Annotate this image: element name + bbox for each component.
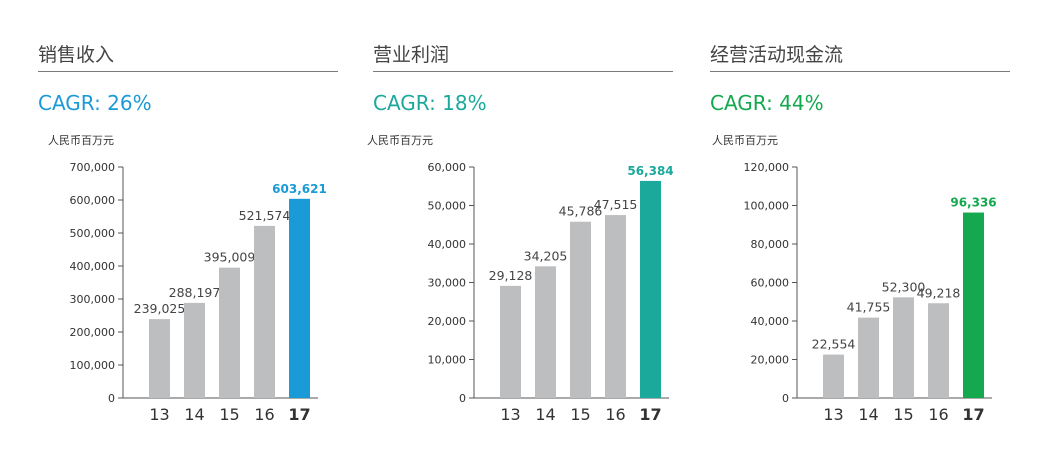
bar-13 [500, 285, 521, 398]
bar-14 [535, 266, 556, 398]
data-label: 52,300 [882, 279, 926, 294]
y-tick-label: 0 [782, 392, 789, 405]
revenue-bar-chart: 0 100,000 200,000 300,000 400,000 500,000 600,… [70, 161, 327, 424]
y-tick-label: 600,000 [70, 194, 116, 207]
y-tick-label: 300,000 [70, 293, 116, 306]
y-tick-label: 10,000 [428, 354, 467, 367]
operating-profit-panel: 营业利润 CAGR: 18% 人民币百万元 0 10,000 20,000 30,00… [367, 0, 674, 472]
x-tick-label: 13 [500, 405, 520, 424]
x-tick-label: 14 [535, 405, 555, 424]
y-tick-label: 0 [459, 392, 466, 405]
title-divider [710, 71, 1010, 72]
bar-17 [963, 212, 984, 398]
bar-13 [149, 319, 170, 398]
data-label: 41,755 [847, 300, 891, 315]
x-tick-label: 16 [605, 405, 625, 424]
y-tick-label: 500,000 [70, 227, 116, 240]
data-label: 603,621 [272, 182, 327, 196]
y-tick-label: 20,000 [428, 315, 467, 328]
y-tick-label: 120,000 [744, 161, 790, 174]
panel-title: 经营活动现金流 [710, 44, 844, 66]
x-tick-label: 16 [254, 405, 274, 424]
x-tick-label: 13 [149, 405, 169, 424]
cagr-label: CAGR: 18% [373, 91, 487, 115]
data-label: 96,336 [950, 196, 996, 210]
y-tick-label: 40,000 [428, 238, 467, 251]
y-tick-label: 30,000 [428, 277, 467, 290]
x-tick-label: 17 [962, 405, 984, 424]
bar-15 [893, 297, 914, 398]
y-tick-label: 60,000 [751, 277, 790, 290]
data-label: 22,554 [812, 337, 856, 352]
data-label: 239,025 [134, 301, 186, 316]
bar-17 [640, 180, 661, 398]
y-tick-label: 80,000 [751, 238, 790, 251]
bar-13 [823, 354, 844, 398]
data-label: 521,574 [239, 208, 291, 223]
y-tick-label: 100,000 [70, 359, 116, 372]
title-divider [373, 71, 673, 72]
y-tick-label: 20,000 [751, 354, 790, 367]
bar-15 [219, 267, 240, 398]
x-tick-label: 15 [893, 405, 913, 424]
operating-profit-bar-chart: 0 10,000 20,000 30,000 40,000 50,000 60,000 29,… [428, 161, 674, 424]
title-divider [38, 71, 338, 72]
bar-15 [570, 221, 591, 398]
data-label: 49,218 [917, 285, 961, 300]
unit-label: 人民币百万元 [48, 134, 114, 147]
data-label: 34,205 [524, 248, 568, 263]
x-tick-label: 14 [184, 405, 204, 424]
bar-14 [858, 317, 879, 398]
x-tick-label: 13 [823, 405, 843, 424]
x-tick-label: 15 [219, 405, 239, 424]
x-tick-label: 17 [288, 405, 310, 424]
bar-16 [605, 215, 626, 398]
panel-title: 销售收入 [38, 44, 115, 66]
operating-cash-flow-panel: 经营活动现金流 CAGR: 44% 人民币百万元 0 20,000 40,000 60… [710, 0, 1010, 472]
y-tick-label: 60,000 [428, 161, 467, 174]
bar-16 [928, 303, 949, 398]
y-tick-label: 50,000 [428, 200, 467, 213]
y-tick-label: 400,000 [70, 260, 116, 273]
data-label: 395,009 [204, 250, 256, 265]
y-tick-label: 700,000 [70, 161, 116, 174]
unit-label: 人民币百万元 [367, 134, 433, 147]
x-tick-label: 16 [928, 405, 948, 424]
data-label: 45,786 [559, 204, 603, 219]
data-label: 29,128 [489, 268, 533, 283]
bar-17 [289, 198, 310, 398]
data-label: 56,384 [627, 164, 673, 178]
cagr-label: CAGR: 44% [710, 91, 824, 115]
bar-14 [184, 302, 205, 398]
panel-title: 营业利润 [373, 44, 450, 66]
x-tick-label: 17 [639, 405, 661, 424]
cagr-label: CAGR: 26% [38, 91, 152, 115]
y-tick-label: 0 [108, 392, 115, 405]
y-tick-label: 100,000 [744, 200, 790, 213]
x-tick-label: 15 [570, 405, 590, 424]
operating-cash-flow-bar-chart: 0 20,000 40,000 60,000 80,000 100,000 120,000 2… [744, 161, 997, 424]
y-tick-label: 200,000 [70, 326, 116, 339]
data-label: 47,515 [594, 197, 638, 212]
x-tick-label: 14 [858, 405, 878, 424]
y-tick-label: 40,000 [751, 315, 790, 328]
bar-16 [254, 225, 275, 398]
unit-label: 人民币百万元 [712, 134, 778, 147]
revenue-panel: 销售收入 CAGR: 26% 人民币百万元 0 100,000 200,000 300… [38, 0, 338, 472]
data-label: 288,197 [169, 285, 221, 300]
